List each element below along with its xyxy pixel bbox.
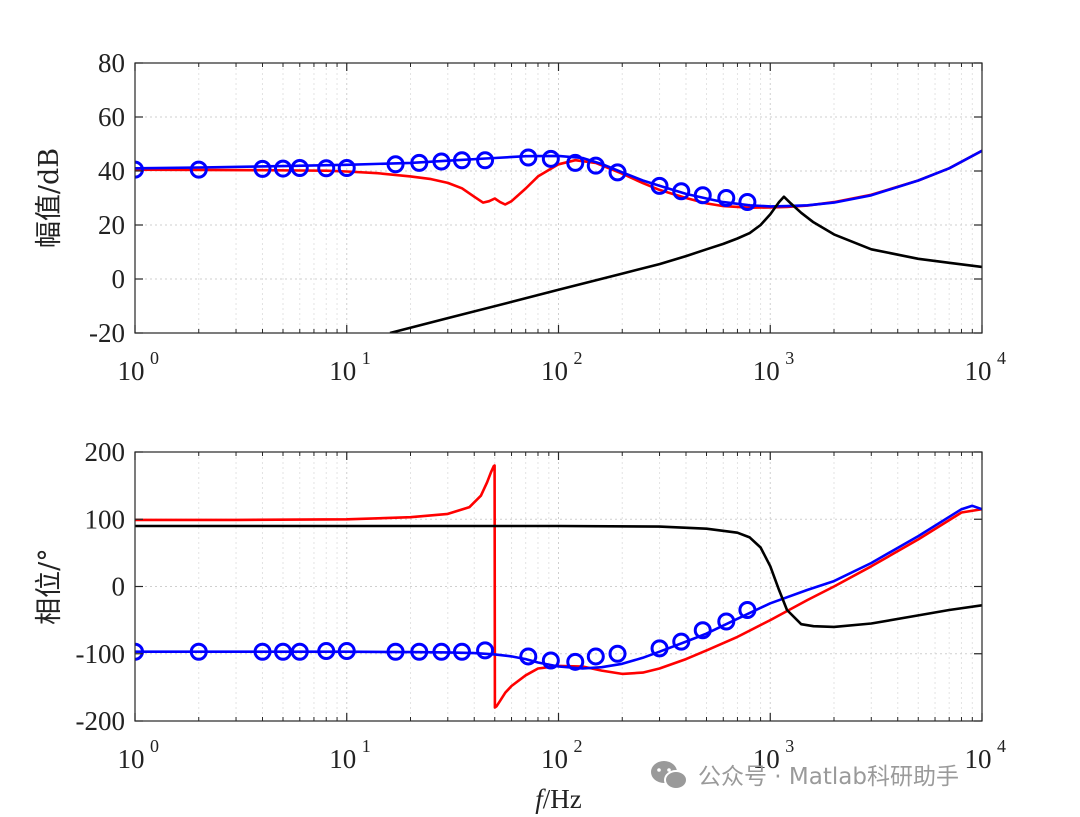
- x-tick-label: 10: [753, 356, 780, 386]
- y-tick-label: 80: [98, 48, 125, 78]
- data-marker: [317, 159, 336, 178]
- y-tick-label: -100: [76, 639, 126, 669]
- series-line-0: [135, 464, 982, 709]
- grid: [135, 451, 982, 722]
- x-tick-label: 10: [541, 744, 568, 774]
- x-tick-label: 10: [118, 356, 145, 386]
- data-marker: [410, 642, 429, 661]
- data-marker: [476, 151, 495, 170]
- y-tick-label: -20: [89, 318, 125, 348]
- data-marker: [519, 647, 538, 666]
- x-tick-exponent: 3: [785, 348, 794, 368]
- data-marker: [337, 642, 356, 661]
- data-marker: [541, 149, 560, 168]
- data-marker: [253, 159, 272, 178]
- x-tick-exponent: 0: [150, 736, 159, 756]
- y-tick-label: 200: [85, 437, 126, 467]
- x-tick-exponent: 1: [362, 736, 371, 756]
- data-marker: [432, 642, 451, 661]
- data-marker: [476, 641, 495, 660]
- data-marker: [432, 152, 451, 171]
- y-tick-label: 0: [112, 264, 126, 294]
- series-group: [135, 148, 982, 333]
- x-tick-label: 10: [329, 356, 356, 386]
- data-marker: [717, 189, 736, 207]
- x-tick-label: 10: [965, 744, 992, 774]
- x-tick-exponent: 4: [997, 736, 1006, 756]
- data-marker: [519, 148, 538, 167]
- data-marker: [135, 160, 144, 179]
- y-axis-label: 相位/°: [34, 548, 65, 625]
- tick-marks: [134, 62, 983, 334]
- data-marker: [135, 642, 144, 661]
- y-tick-label: 20: [98, 210, 125, 240]
- data-marker: [738, 193, 757, 212]
- watermark-text: 公众号 · Matlab科研助手: [698, 764, 959, 790]
- x-tick-label: 10: [965, 356, 992, 386]
- series-line-3: [135, 524, 982, 629]
- data-marker: [650, 639, 669, 658]
- data-marker: [317, 642, 336, 661]
- y-tick-label: 60: [98, 102, 125, 132]
- y-tick-label: 40: [98, 156, 125, 186]
- x-tick-label: 10: [541, 356, 568, 386]
- x-tick-label: 10: [118, 744, 145, 774]
- data-marker: [717, 612, 736, 631]
- series-group: [135, 464, 982, 709]
- tick-marks: [134, 451, 983, 722]
- x-tick-exponent: 3: [785, 736, 794, 756]
- data-marker: [386, 155, 405, 174]
- series-line-1: [135, 504, 982, 670]
- data-marker: [253, 642, 272, 661]
- data-marker: [566, 153, 585, 172]
- data-marker: [650, 176, 669, 195]
- data-marker: [672, 632, 691, 651]
- x-tick-exponent: 1: [362, 348, 371, 368]
- series-line-3: [389, 195, 982, 333]
- watermark: 公众号 · Matlab科研助手: [651, 761, 959, 790]
- y-axis-label: 幅值/dB: [34, 148, 65, 248]
- data-marker: [290, 159, 309, 178]
- x-tick-exponent: 2: [574, 736, 583, 756]
- data-marker: [672, 182, 691, 201]
- y-tick-label: 100: [85, 504, 126, 534]
- data-marker: [738, 601, 757, 620]
- data-marker: [608, 163, 627, 182]
- y-tick-label: -200: [76, 706, 126, 736]
- data-marker: [586, 156, 605, 175]
- data-marker: [337, 159, 356, 178]
- data-marker: [608, 644, 627, 663]
- data-marker: [566, 652, 585, 671]
- x-axis-label-var: f: [535, 784, 546, 814]
- data-marker: [274, 642, 293, 661]
- data-marker: [274, 159, 293, 178]
- x-tick-exponent: 2: [574, 348, 583, 368]
- data-marker: [693, 186, 712, 205]
- data-marker: [290, 642, 309, 661]
- data-marker: [586, 647, 605, 666]
- y-tick-label: 0: [112, 572, 126, 602]
- data-marker: [693, 621, 712, 640]
- wechat-icon: [651, 761, 688, 790]
- x-tick-label: 10: [753, 744, 780, 774]
- x-tick-exponent: 0: [150, 348, 159, 368]
- data-marker: [189, 160, 208, 179]
- x-tick-label: 10: [329, 744, 356, 774]
- data-marker: [189, 642, 208, 661]
- data-marker: [452, 642, 471, 661]
- x-tick-exponent: 4: [997, 348, 1006, 368]
- data-marker: [541, 651, 560, 670]
- data-marker: [452, 151, 471, 170]
- data-marker: [410, 153, 429, 172]
- x-axis-label: f/Hz: [535, 784, 582, 814]
- data-marker: [386, 642, 405, 661]
- x-axis-label-unit: /Hz: [543, 784, 582, 814]
